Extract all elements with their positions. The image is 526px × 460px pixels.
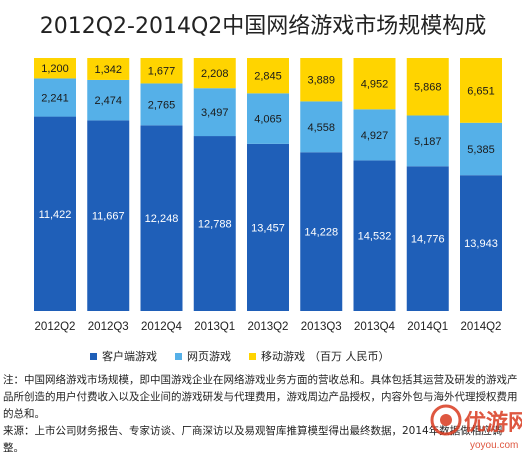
category-label-2012Q4: 2012Q4 [141,321,183,333]
value-label-client-2012Q4: 12,248 [145,213,179,225]
category-label-2013Q4: 2013Q4 [354,321,396,333]
value-label-mobile-2012Q3: 1,342 [94,64,122,76]
value-label-web-2013Q3: 4,558 [307,122,335,134]
value-label-mobile-2012Q4: 1,677 [148,66,176,78]
value-label-mobile-2013Q3: 3,889 [307,75,335,87]
bar-mobile-2014Q2 [460,58,502,123]
value-label-client-2013Q3: 14,228 [304,227,338,239]
bar-mobile-2014Q1 [406,58,449,116]
legend-swatch-web [175,352,182,360]
value-label-web-2012Q3: 2,474 [94,95,122,107]
bar-web-2013Q1 [193,88,236,137]
value-label-web-2013Q2: 4,065 [254,114,282,126]
bar-client-2012Q2 [34,116,76,311]
bar-web-2013Q3 [300,101,343,153]
bar-web-2014Q2 [460,122,502,176]
notes: 注：中国网络游戏市场规模，即中国游戏企业在网络游戏业务方面的营收总和。具体包括其… [3,372,523,457]
value-label-mobile-2013Q1: 2,208 [201,68,229,80]
category-label-2014Q2: 2014Q2 [461,321,502,333]
category-label-2013Q1: 2013Q1 [194,321,235,333]
value-label-client-2013Q2: 13,457 [251,222,285,234]
value-label-web-2013Q1: 3,497 [201,107,229,119]
value-label-web-2012Q4: 2,765 [148,99,176,111]
value-label-client-2014Q1: 14,776 [411,234,445,246]
bar-client-2014Q1 [406,166,449,311]
value-label-mobile-2013Q4: 4,952 [361,79,389,91]
bar-mobile-2013Q1 [193,58,236,89]
bars-group: 11,422 2,241 1,200 11,667 2,474 1,342 12,248 2,… [34,58,502,311]
bar-web-2012Q4 [140,83,183,126]
category-label-2012Q3: 2012Q3 [88,321,129,333]
legend-item-mobile: 移动游戏 （百万 人民币） [249,348,390,364]
category-label-2013Q2: 2013Q2 [248,321,289,333]
value-label-client-2014Q2: 13,943 [464,238,498,250]
legend-swatch-client [90,352,97,360]
bar-client-2012Q4 [140,125,183,311]
category-label-2014Q1: 2014Q1 [407,321,448,333]
value-label-client-2013Q1: 12,788 [198,219,232,231]
unit-label: （百万 人民币） [309,350,390,363]
value-label-web-2013Q4: 4,927 [361,130,389,142]
bar-client-2014Q2 [460,175,502,311]
bar-client-2012Q3 [87,120,130,311]
bar-mobile-2013Q3 [300,58,343,102]
category-label-2013Q3: 2013Q3 [301,321,342,333]
bar-mobile-2013Q4 [353,58,396,110]
bar-mobile-2012Q4 [140,58,183,84]
legend-label-web: 网页游戏 [187,350,231,363]
value-label-web-2014Q2: 5,385 [467,144,495,156]
bar-client-2013Q2 [247,143,289,311]
watermark-url: yoyou.com [470,440,518,451]
value-label-mobile-2013Q2: 2,845 [254,71,282,83]
value-label-web-2014Q1: 5,187 [414,136,442,148]
value-label-mobile-2014Q1: 5,868 [414,82,442,94]
bar-client-2013Q4 [353,160,396,311]
legend-swatch-mobile [249,352,256,360]
bar-web-2013Q2 [247,93,289,144]
category-labels: 2012Q2 2012Q3 2012Q4 2013Q1 2013Q2 2013Q3 2013… [35,321,502,333]
bar-web-2012Q3 [87,79,130,121]
legend-item-client: 客户端游戏 [90,348,157,364]
value-label-mobile-2012Q2: 1,200 [41,63,69,75]
value-label-web-2012Q2: 2,241 [41,93,69,105]
note-text: 注：中国网络游戏市场规模，即中国游戏企业在网络游戏业务方面的营收总和。具体包括其… [3,374,518,420]
value-label-client-2012Q3: 11,667 [92,211,125,223]
bar-client-2013Q3 [300,152,343,311]
bar-mobile-2012Q2 [34,58,76,79]
source-text: 来源：上市公司财务报告、专家访谈、厂商深访以及易观智库推算模型得出最终数据，20… [3,425,503,454]
bar-web-2013Q4 [353,109,396,161]
legend-label-mobile: 移动游戏 [261,350,305,363]
chart-title: 2012Q2-2014Q2中国网络游戏市场规模构成 [39,14,487,39]
watermark-logo: 优游网 yoyou.com [430,404,522,451]
legend: 客户端游戏 网页游戏 移动游戏 （百万 人民币） [90,348,408,364]
bar-web-2014Q1 [406,115,449,167]
bar-mobile-2013Q2 [247,58,289,94]
bar-web-2012Q2 [34,78,76,117]
value-label-client-2012Q2: 11,422 [39,209,72,221]
bar-mobile-2012Q3 [87,58,130,80]
bar-client-2013Q1 [193,136,236,311]
watermark-name: 优游网 [464,410,522,436]
legend-label-client: 客户端游戏 [102,350,157,363]
category-label-2012Q2: 2012Q2 [35,321,76,333]
value-label-mobile-2014Q2: 6,651 [467,85,495,97]
value-label-client-2013Q4: 14,532 [358,231,392,243]
legend-item-web: 网页游戏 [175,348,231,364]
